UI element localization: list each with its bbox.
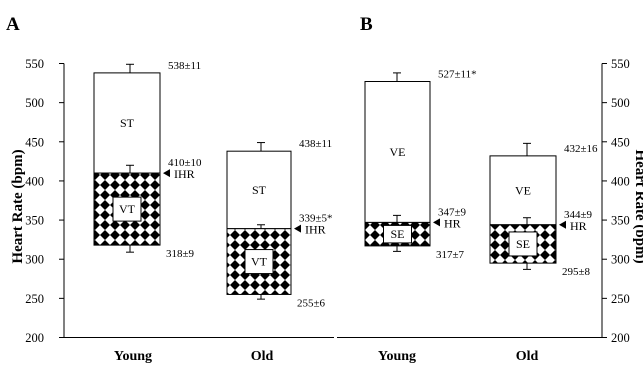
panel-letter: A — [6, 14, 20, 35]
y-tick-label: 500 — [25, 96, 44, 110]
marker-label: IHR — [305, 223, 326, 237]
y-tick-label: 350 — [611, 214, 630, 228]
x-category-label: Old — [516, 349, 539, 364]
marker-arrow — [163, 169, 170, 178]
x-category-label: Old — [251, 349, 274, 364]
y-tick-label: 300 — [25, 253, 44, 267]
lower-segment-label: SE — [516, 237, 530, 251]
x-category-label: Young — [114, 349, 152, 364]
marker-arrow — [559, 220, 566, 229]
inner-label-box — [112, 196, 142, 222]
mid-value-label: 339±5* — [299, 213, 333, 225]
y-tick-label: 300 — [611, 253, 630, 267]
upper-segment — [226, 150, 292, 230]
y-tick-label: 400 — [611, 174, 630, 188]
y-axis-title: Heart Rate (bpm) — [632, 149, 643, 263]
upper-segment-label: VE — [515, 183, 531, 197]
panel-letter: B — [360, 14, 373, 35]
y-tick-label: 550 — [25, 57, 44, 71]
y-axis-title: Heart Rate (bpm) — [10, 149, 26, 263]
top-value-label: 538±11 — [168, 60, 201, 72]
bottom-value-label: 317±7 — [436, 249, 465, 261]
marker-label: HR — [570, 219, 587, 233]
y-tick-label: 200 — [611, 331, 630, 345]
marker-arrow — [433, 218, 440, 227]
mid-value-label: 347±9 — [438, 206, 467, 218]
y-tick-label: 400 — [25, 174, 44, 188]
marker-label: IHR — [174, 167, 195, 181]
y-tick-label: 450 — [611, 135, 630, 149]
y-tick-label: 200 — [25, 331, 44, 345]
bottom-value-label: 318±9 — [166, 248, 195, 260]
lower-segment-label: VT — [251, 255, 268, 269]
y-tick-label: 350 — [25, 214, 44, 228]
y-tick-label: 250 — [611, 292, 630, 306]
x-category-label: Young — [378, 349, 416, 364]
y-tick-label: 450 — [25, 135, 44, 149]
lower-segment-label: SE — [390, 227, 404, 241]
upper-segment-label: ST — [252, 183, 267, 197]
top-value-label: 432±16 — [564, 143, 598, 155]
top-value-label: 438±11 — [299, 138, 332, 150]
inner-label-box — [244, 249, 274, 275]
marker-arrow — [294, 224, 301, 233]
y-tick-label: 500 — [611, 96, 630, 110]
mid-value-label: 344±9 — [564, 209, 593, 221]
bottom-value-label: 255±6 — [297, 297, 326, 309]
upper-segment-label: ST — [120, 116, 135, 130]
inner-label-box — [508, 231, 538, 257]
mid-value-label: 410±10 — [168, 157, 202, 169]
y-tick-label: 250 — [25, 292, 44, 306]
lower-segment-label: VT — [119, 202, 136, 216]
y-tick-label: 550 — [611, 57, 630, 71]
inner-label-box — [383, 224, 412, 244]
upper-segment-label: VE — [390, 145, 406, 159]
top-value-label: 527±11* — [438, 69, 477, 81]
upper-segment — [93, 72, 161, 174]
bottom-value-label: 295±8 — [562, 266, 591, 278]
marker-label: HR — [444, 216, 461, 230]
upper-segment — [364, 81, 431, 223]
